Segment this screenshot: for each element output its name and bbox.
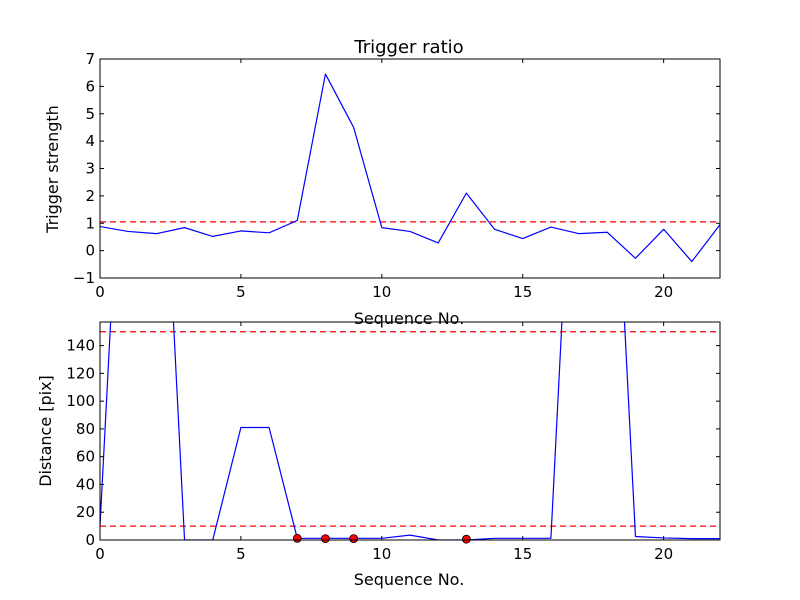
chart-title: Trigger ratio: [353, 37, 463, 58]
x-axis-label: Sequence No.: [354, 309, 465, 328]
y-tick-label: 0: [85, 531, 95, 549]
y-tick-label: 80: [76, 420, 95, 438]
x-tick-label: 10: [372, 545, 391, 563]
data-point-marker: [321, 534, 330, 544]
series-line: [100, 73, 720, 263]
y-tick-label: 100: [66, 392, 95, 410]
data-point-marker: [461, 534, 471, 544]
x-tick-label: 0: [95, 545, 105, 563]
y-tick-label: 0: [85, 242, 95, 260]
y-tick-label: 120: [66, 364, 95, 382]
y-tick-label: 4: [85, 132, 95, 150]
data-point-marker: [349, 534, 359, 544]
x-tick-label: 5: [236, 545, 246, 563]
axes-frame: [99, 321, 721, 541]
y-tick-label: 7: [85, 50, 95, 68]
x-axis-label: Sequence No.: [354, 570, 465, 589]
y-tick-label: 20: [76, 503, 95, 521]
x-tick-label: 0: [95, 283, 105, 301]
x-tick-label: 20: [654, 283, 673, 301]
y-tick-label: 5: [85, 105, 95, 123]
y-axis-label: Distance [pix]: [36, 375, 55, 487]
y-tick-label: 2: [85, 187, 95, 205]
y-tick-label: 140: [66, 337, 95, 355]
x-tick-label: 10: [372, 283, 391, 301]
x-tick-label: 15: [513, 283, 532, 301]
plot-area: [100, 73, 720, 263]
distance-axes: Distance [pix] Sequence No. 0 5 10 15 20 0 20 4…: [36, 321, 721, 589]
x-tick-label: 15: [513, 545, 532, 563]
y-tick-label: 40: [76, 475, 95, 493]
x-tick-label: 20: [654, 545, 673, 563]
y-tick-label: 3: [85, 160, 95, 178]
y-tick-label: 60: [76, 448, 95, 466]
y-axis-label: Trigger strength: [43, 105, 62, 234]
series-line: [100, 322, 720, 540]
x-tick-label: 5: [236, 283, 246, 301]
y-tick-label: 1: [85, 214, 95, 232]
data-point-marker: [292, 533, 302, 543]
y-tick-label: −1: [73, 269, 95, 287]
plot-area: [100, 322, 720, 540]
y-tick-label: 6: [85, 77, 95, 95]
